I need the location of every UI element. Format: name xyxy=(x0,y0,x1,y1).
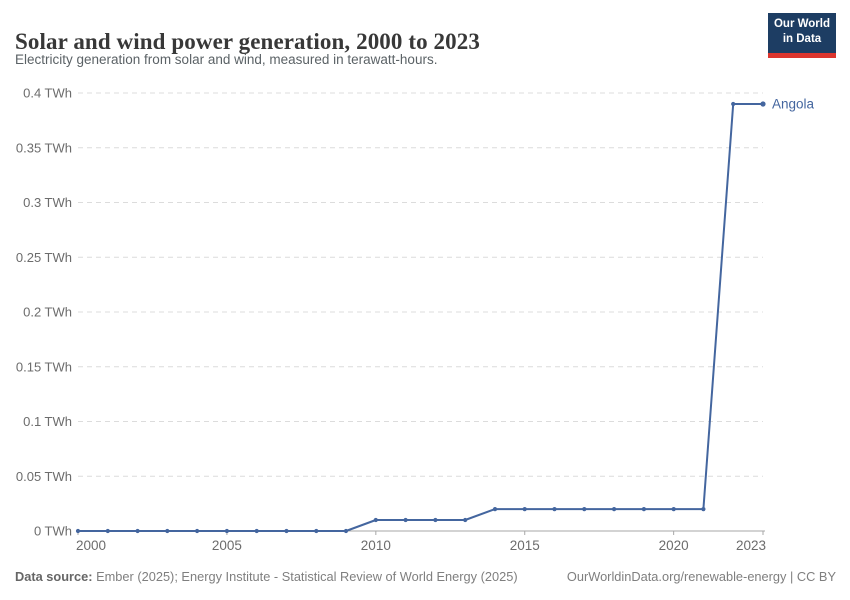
data-point[interactable] xyxy=(612,507,617,512)
y-tick-label: 0.15 TWh xyxy=(16,359,72,374)
x-tick-label: 2020 xyxy=(659,538,689,553)
data-point[interactable] xyxy=(731,101,736,107)
x-tick-label: 2023 xyxy=(736,538,766,553)
owid-logo[interactable]: Our World in Data xyxy=(768,13,836,58)
x-axis: 2000 2005 2010 2015 2020 2023 xyxy=(76,531,766,553)
x-tick-label: 2005 xyxy=(212,538,242,553)
data-point[interactable] xyxy=(343,528,349,534)
series-entity-label[interactable]: Angola xyxy=(772,96,815,111)
chart-footer: Data source: Ember (2025); Energy Instit… xyxy=(15,569,836,584)
data-point[interactable] xyxy=(195,528,200,534)
page-title: Solar and wind power generation, 2000 to… xyxy=(15,29,480,55)
data-source-note: Data source: Ember (2025); Energy Instit… xyxy=(15,569,518,584)
data-point[interactable] xyxy=(582,507,587,512)
data-point[interactable] xyxy=(314,528,319,534)
data-point[interactable] xyxy=(254,528,259,534)
data-point[interactable] xyxy=(75,528,81,534)
y-gridlines: 0 TWh 0.05 TWh 0.1 TWh 0.15 TWh 0.2 TWh 0.25 … xyxy=(16,86,765,539)
data-point[interactable] xyxy=(701,507,706,512)
data-point[interactable] xyxy=(403,517,408,523)
series-angola[interactable]: Angola xyxy=(75,96,815,534)
y-tick-label: 0.05 TWh xyxy=(16,469,72,484)
series-end-dot xyxy=(760,101,766,107)
data-point[interactable] xyxy=(165,528,170,534)
data-point[interactable] xyxy=(433,517,438,523)
owid-logo-line2: in Data xyxy=(782,32,822,45)
y-tick-label: 0.2 TWh xyxy=(23,305,72,320)
y-tick-label: 0.25 TWh xyxy=(16,250,72,265)
data-point[interactable] xyxy=(224,528,229,534)
x-tick-label: 2015 xyxy=(510,538,540,553)
y-tick-label: 0 TWh xyxy=(34,524,72,539)
data-point[interactable] xyxy=(492,507,498,512)
data-point[interactable] xyxy=(463,517,468,523)
data-point[interactable] xyxy=(135,528,140,534)
y-tick-label: 0.4 TWh xyxy=(23,86,72,101)
data-point[interactable] xyxy=(641,507,647,512)
chart-subtitle: Electricity generation from solar and wi… xyxy=(15,52,438,67)
data-point[interactable] xyxy=(671,507,676,512)
owid-url-link[interactable]: OurWorldinData.org/renewable-energy | CC… xyxy=(566,569,836,584)
data-source-text: Ember (2025); Energy Institute - Statist… xyxy=(92,569,518,584)
data-point[interactable] xyxy=(552,507,557,512)
owid-logo-line1: Our World xyxy=(773,18,830,30)
y-tick-label: 0.35 TWh xyxy=(16,140,72,155)
y-tick-label: 0.3 TWh xyxy=(23,195,72,210)
data-point[interactable] xyxy=(105,528,110,534)
data-point[interactable] xyxy=(522,507,527,512)
x-tick-label: 2010 xyxy=(361,538,391,553)
data-source-label: Data source: xyxy=(15,569,93,584)
data-point[interactable] xyxy=(373,517,378,523)
series-line[interactable] xyxy=(78,103,763,532)
y-tick-label: 0.1 TWh xyxy=(23,414,72,429)
data-point[interactable] xyxy=(284,528,289,534)
x-tick-label: 2000 xyxy=(76,538,106,553)
